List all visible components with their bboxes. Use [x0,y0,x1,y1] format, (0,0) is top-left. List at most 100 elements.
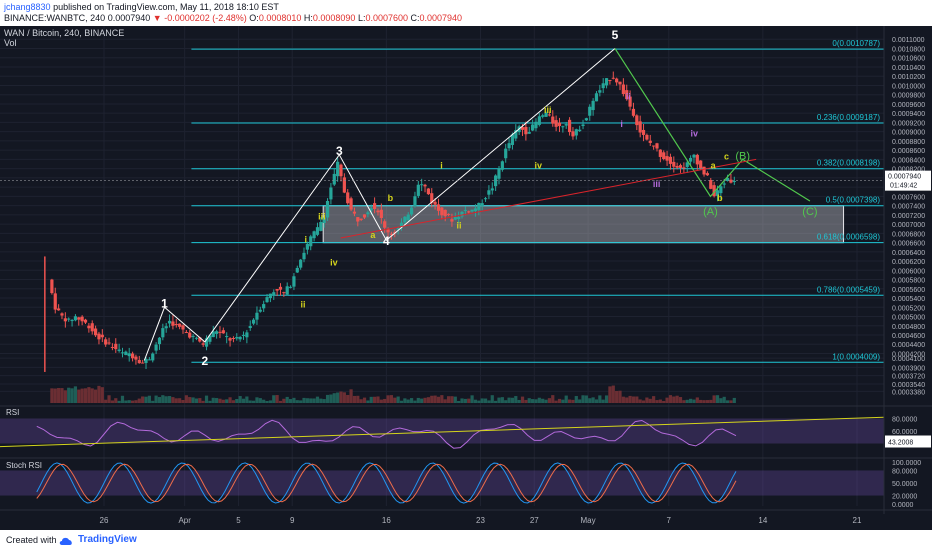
candle-body [228,338,232,341]
time-tick-label: 9 [290,516,295,525]
volume-bar [161,395,165,403]
candle-body [527,132,531,134]
candle-body [161,328,165,338]
volume-bar [262,399,266,403]
candle-body [262,304,266,309]
candle-body [628,96,632,107]
candle-body [557,122,562,127]
candle-body [87,325,91,329]
candle-body [198,337,202,342]
candle-body [248,326,252,329]
candle-body [507,143,511,149]
volume-bar [638,399,642,403]
candle-body [352,211,357,214]
volume-bar [238,396,242,403]
volume-bar [732,397,736,403]
price-tick-label: 0.0010800 [892,46,925,53]
volume-bar [689,398,693,403]
candle-body [504,148,508,159]
candle-body [117,349,121,351]
volume-bar [147,395,151,403]
wave-label-sub: b [388,193,394,203]
price-tick-label: 0.0003540 [892,382,925,389]
candle-body [191,335,195,337]
volume-bar [729,400,733,403]
volume-bar [631,396,636,403]
volume-bar [399,400,404,403]
author-name[interactable]: jchang8830 [4,2,51,12]
volume-bar [621,396,625,403]
candle-body [211,331,215,338]
wave-label-sub: iv [330,258,338,268]
candle-body [376,210,380,213]
candle-body [346,192,350,204]
volume-bar [534,399,538,403]
volume-bar [292,397,296,403]
volume-bar [715,395,720,403]
candle-body [181,325,185,330]
candle-body [544,112,548,117]
volume-bar [181,399,185,403]
candle-body [325,200,330,218]
volume-bar [396,396,400,403]
price-tick-label: 0.0004100 [892,356,925,363]
volume-bar [80,388,84,403]
volume-bar [430,395,434,403]
candle-body [383,221,387,228]
candle-body [349,198,353,210]
stoch-tick-label: 50.0000 [892,481,917,488]
candle-body [463,209,467,211]
volume-bar [699,399,703,403]
volume-bar [215,398,219,403]
volume-bar [154,395,158,403]
fib-level-label: 0.786(0.0005459) [817,285,881,294]
candle-body [288,286,293,288]
candle-body [541,115,545,117]
candle-body [386,229,390,233]
stoch-tick-label: 20.0000 [892,494,917,501]
tradingview-brand[interactable]: TradingView [78,534,137,545]
volume-bar [151,400,155,403]
candle-body [685,162,689,167]
volume-bar [709,399,713,403]
price-tick-label: 0.0008600 [892,148,925,155]
volume-bar [591,397,595,403]
chart-legend-title: WAN / Bitcoin, 240, BINANCE [4,28,124,38]
candle-body [141,362,145,364]
candle-body [581,124,585,126]
price-chart[interactable]: 0(0.0010787) 0.236(0.0009187) 0.382(0.0008… [0,26,932,530]
candle-body [621,84,625,95]
volume-bar [608,386,612,403]
volume-bar [231,400,236,403]
fibonacci-retracement[interactable]: 0(0.0010787) 0.236(0.0009187) 0.382(0.0008… [191,39,884,363]
candle-body [450,219,454,222]
wave-label-sub: ii [456,221,461,231]
fib-level-label: 0.236(0.0009187) [817,113,881,122]
price-tick-label: 0.0011000 [892,37,925,44]
candle-body [356,217,360,222]
candle-body [120,352,125,354]
candle-body [144,359,148,363]
volume-bar [648,398,652,403]
candle-body [295,267,299,273]
volume-bar [561,399,565,403]
high-value: 0.0008090 [312,13,356,23]
volume-bar [208,400,212,403]
time-tick-label: 27 [530,516,539,525]
wave-label-sub: ii [300,299,305,309]
stoch-k-line [36,462,737,504]
candle-body [564,124,568,126]
stoch-label: Stoch RSI [6,461,42,470]
candle-body [342,177,346,193]
volume-bar [531,399,535,403]
volume-bar [628,395,632,403]
volume-bar [383,398,387,403]
candle-body [692,154,696,158]
stoch-tick-label: 100.0000 [892,460,921,467]
volume-bar [144,396,148,403]
time-tick-label: 14 [758,516,767,525]
corrective-wave-path [614,48,811,202]
candle-body [645,134,649,140]
